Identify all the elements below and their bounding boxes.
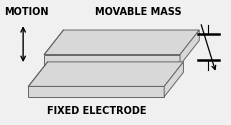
Polygon shape — [164, 62, 183, 97]
Text: FIXED ELECTRODE: FIXED ELECTRODE — [46, 106, 146, 116]
Polygon shape — [28, 62, 183, 86]
Polygon shape — [44, 30, 199, 54]
Text: MOTION: MOTION — [4, 7, 48, 17]
Text: MOVABLE MASS: MOVABLE MASS — [95, 7, 182, 17]
Polygon shape — [44, 54, 180, 65]
Polygon shape — [28, 86, 164, 97]
Polygon shape — [180, 30, 199, 65]
